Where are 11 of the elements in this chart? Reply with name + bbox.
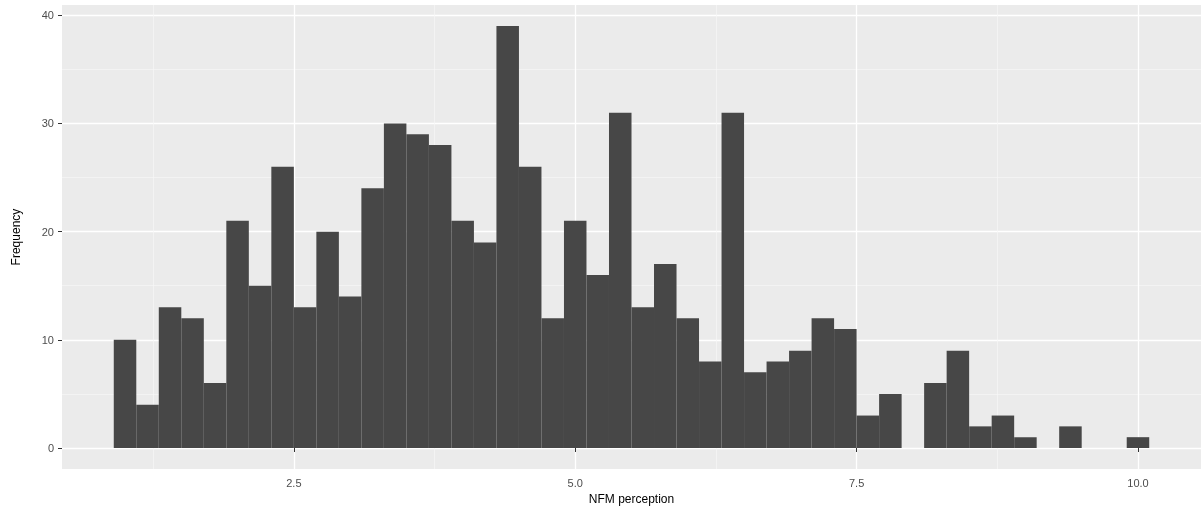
x-tick-label: 7.5: [848, 476, 865, 489]
y-tick-label: 40: [41, 9, 54, 22]
x-tick-label: 10.0: [1127, 476, 1149, 489]
x-tick-label: 2.5: [286, 476, 302, 489]
x-axis-title: NFM perception: [588, 492, 675, 506]
y-tick-label: 20: [41, 225, 54, 238]
y-tick-label: 10: [41, 333, 54, 346]
y-tick-label: 30: [41, 117, 54, 130]
y-axis-title: Frequency: [9, 208, 23, 266]
y-tick-label: 0: [47, 442, 54, 454]
x-tick-label: 5.0: [567, 476, 583, 489]
